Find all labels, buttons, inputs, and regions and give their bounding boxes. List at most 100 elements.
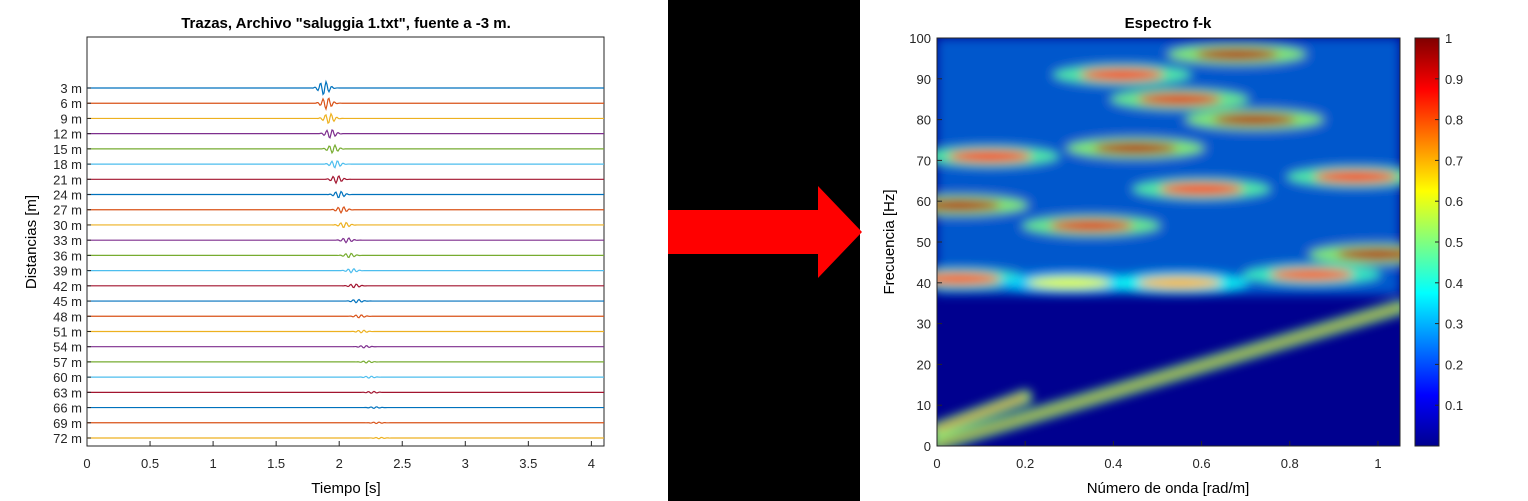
traces-x-tick-label: 1 [209,456,216,471]
fk-energy-peak [1269,268,1354,281]
fk-y-tick-label: 50 [917,235,931,250]
trace-y-tick-label: 33 m [53,233,82,248]
trace-y-tick-label: 6 m [60,96,82,111]
traces-chart: Trazas, Archivo "saluggia 1.txt", fuente… [23,15,605,497]
trace-y-tick-label: 27 m [53,203,82,218]
trace-line [87,283,604,289]
fk-energy-peak [937,199,1002,212]
fk-x-tick-labels: 0 0.2 0.4 0.6 0.8 1 [933,441,1382,471]
traces-x-tick-label: 2.5 [393,456,411,471]
trace-line [87,190,604,199]
trace-y-tick-label: 36 m [53,248,82,263]
traces-y-tick-labels: 3 m6 m9 m12 m15 m18 m21 m24 m27 m30 m33 … [53,81,91,446]
trace-line [87,267,604,274]
trace-y-tick-label: 54 m [53,340,82,355]
trace-line [87,129,604,139]
fk-y-tick-label: 80 [917,113,931,128]
fk-colorbar-tick-label: 0.4 [1445,276,1463,291]
fk-energy-peak [1093,142,1178,155]
trace-line [87,360,604,364]
fk-energy-peak [1080,68,1165,81]
trace-line [87,221,604,228]
fk-ridge [937,304,1400,446]
fk-colorbar-tick-label: 0.7 [1445,153,1463,168]
trace-y-tick-label: 30 m [53,218,82,233]
fk-colorbar-tick-labels: 0.1 0.2 0.3 0.4 0.5 0.6 0.7 0.8 0.9 1 [1435,31,1463,413]
trace-y-tick-label: 72 m [53,431,82,446]
trace-y-tick-label: 48 m [53,309,82,324]
fk-title: Espectro f-k [1125,15,1212,32]
trace-y-tick-label: 57 m [53,355,82,370]
trace-y-tick-label: 18 m [53,157,82,172]
traces-x-tick-label: 0.5 [141,456,159,471]
traces-x-tick-label: 3 [462,456,469,471]
trace-y-tick-label: 21 m [53,172,82,187]
fk-colorbar-tick-label: 0.3 [1445,317,1463,332]
traces-x-tick-label: 0 [83,456,90,471]
traces-x-tick-label: 1.5 [267,456,285,471]
traces-x-axis-label: Tiempo [s] [311,480,380,497]
fk-colorbar-tick-label: 0.8 [1445,113,1463,128]
fk-y-tick-label: 40 [917,276,931,291]
traces-series-group [87,79,604,440]
red-arrow-icon [668,186,862,278]
fk-y-tick-labels: 0 10 20 30 40 50 60 70 80 90 100 [909,31,942,454]
fk-colorbar-tick-label: 0.9 [1445,72,1463,87]
fk-colorbar-tick-label: 1 [1445,31,1452,46]
fk-y-tick-label: 90 [917,72,931,87]
fk-colorbar-tick-label: 0.6 [1445,194,1463,209]
trace-line [87,112,604,125]
trace-line [87,345,604,349]
fk-energy-peak [1313,170,1398,183]
fk-x-tick-label: 0.6 [1193,456,1211,471]
traces-x-tick-label: 3.5 [519,456,537,471]
fk-x-tick-label: 0 [933,456,940,471]
fk-y-tick-label: 10 [917,398,931,413]
fk-y-tick-label: 100 [909,31,931,46]
fk-energy-peak [1027,276,1112,289]
trace-y-tick-label: 39 m [53,264,82,279]
fk-x-axis-label: Número de onda [rad/m] [1087,480,1250,497]
fk-y-tick-label: 70 [917,153,931,168]
fk-colorbar-tick-label: 0.2 [1445,357,1463,372]
traces-title: Trazas, Archivo "saluggia 1.txt", fuente… [181,15,511,32]
trace-line [87,375,604,379]
fk-energy-peak [1159,182,1244,195]
fk-ridge [937,394,1028,433]
trace-y-tick-label: 12 m [53,127,82,142]
fk-colorbar-tick-label: 0.1 [1445,398,1463,413]
trace-y-tick-label: 60 m [53,370,82,385]
trace-line [87,436,604,440]
traces-y-axis-label: Distancias [m] [23,195,40,289]
trace-line [87,175,604,185]
fk-energy-peak [1137,276,1222,289]
fk-energy-peak [1194,48,1279,61]
fk-x-tick-label: 0.2 [1016,456,1034,471]
trace-y-tick-label: 66 m [53,401,82,416]
trace-line [87,160,604,169]
trace-line [87,329,604,334]
fk-y-tick-label: 20 [917,357,931,372]
fk-y-tick-label: 30 [917,317,931,332]
trace-y-tick-label: 63 m [53,385,82,400]
traces-x-tick-labels: 0 0.5 1 1.5 2 2.5 3 3.5 4 [83,441,595,471]
trace-line [87,298,604,304]
fk-x-tick-label: 1 [1374,456,1381,471]
trace-y-tick-label: 15 m [53,142,82,157]
fk-energy-peak [1137,93,1222,106]
trace-line [87,206,604,215]
trace-line [87,237,604,244]
trace-y-tick-label: 69 m [53,416,82,431]
traces-x-tick-label: 4 [588,456,595,471]
fk-y-axis-label: Frecuencia [Hz] [881,189,898,294]
trace-line [87,390,604,394]
trace-line [87,314,604,319]
trace-line [87,79,604,96]
fk-heatmap-energy [937,38,1400,446]
fk-energy-peak [1212,113,1297,126]
trace-y-tick-label: 24 m [53,188,82,203]
trace-y-tick-label: 9 m [60,111,82,126]
fk-x-tick-label: 0.4 [1104,456,1122,471]
fk-energy-peak [937,272,1002,285]
